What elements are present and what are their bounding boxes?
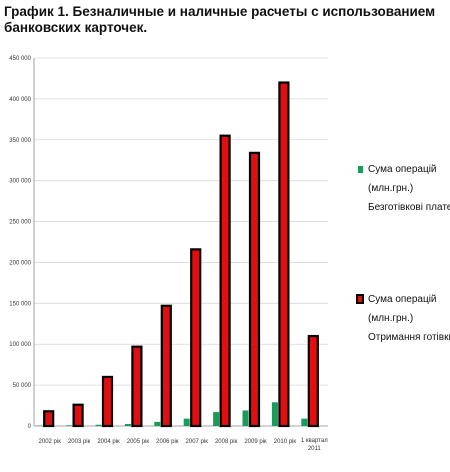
bar-cash-withdrawal — [131, 345, 143, 428]
x-tick-label: 2006 рік — [156, 439, 179, 445]
x-tick-label: 2007 рік — [186, 439, 209, 445]
bar-cashless-payments — [66, 425, 73, 426]
legend-cash: Сума операцій (млн.грн.) Отримання готівки — [356, 294, 450, 343]
x-tick-label: 2009 рік — [244, 439, 267, 445]
x-tick-label: 2002 рік — [39, 439, 62, 445]
bar-cash-withdrawal — [72, 403, 84, 428]
bar-cashless-payments — [301, 418, 308, 426]
legend-label: Сума операцій — [368, 294, 437, 305]
bar-cash-withdrawal — [190, 248, 202, 428]
y-tick-label: 0 — [28, 424, 32, 430]
bar-cashless-payments — [242, 410, 249, 426]
y-tick-label: 300 000 — [9, 179, 31, 185]
bar-cashless-payments — [271, 402, 278, 426]
bar-cash-withdrawal — [219, 134, 231, 428]
y-tick-labels: 0 50 000 100 000 150 000 200 000 250 000 300 0… — [9, 56, 31, 430]
bar-cash-withdrawal — [43, 410, 55, 428]
legend-label: Сума операцій — [368, 164, 437, 175]
y-tick-label: 250 000 — [9, 220, 31, 226]
bar-cashless-payments — [213, 412, 220, 426]
y-tick-label: 400 000 — [9, 97, 31, 103]
x-tick-labels: 2002 рік 2003 рік 2004 рік 2005 рік 2006 рік… — [39, 438, 329, 452]
legend-label: (млн.грн.) — [368, 313, 413, 324]
bars — [36, 81, 319, 428]
legend-cashless: Сума операцій (млн.грн.) Безготівкові плат… — [358, 164, 450, 213]
bar-cash-withdrawal — [160, 304, 172, 428]
y-tick-label: 100 000 — [9, 342, 31, 348]
bar-cashless-payments — [183, 418, 190, 426]
x-tick-label: 2008 рік — [215, 439, 238, 445]
bar-cashless-payments — [124, 423, 131, 426]
bar-cash-withdrawal — [101, 375, 114, 428]
bar-cash-withdrawal — [278, 81, 290, 428]
legend-label: Безготівкові платежі — [368, 202, 450, 213]
y-tick-label: 450 000 — [9, 56, 31, 62]
y-tick-label: 50 000 — [13, 383, 32, 389]
legend-label: Отримання готівки — [368, 332, 450, 343]
x-tick-label: 2010 рік — [274, 439, 297, 445]
chart-title: График 1. Безналичные и наличные расчеты… — [4, 4, 436, 35]
legend: Сума операцій (млн.грн.) Безготівкові плат… — [356, 164, 450, 343]
x-tick-label: 2011 — [308, 446, 322, 452]
x-tick-label: 1 квартал — [301, 438, 328, 444]
x-tick-label: 2003 рік — [68, 439, 91, 445]
bar-cashless-payments — [154, 421, 161, 426]
bar-cashless-payments — [95, 424, 102, 426]
legend-swatch-red — [356, 294, 364, 304]
y-tick-label: 200 000 — [9, 260, 31, 266]
x-tick-label: 2004 рік — [97, 439, 120, 445]
y-tick-label: 150 000 — [9, 301, 31, 307]
bar-cash-withdrawal — [248, 151, 261, 428]
legend-label: (млн.грн.) — [368, 183, 413, 194]
bar-cash-withdrawal — [307, 334, 319, 428]
y-tick-label: 350 000 — [9, 138, 31, 144]
x-tick-label: 2005 рік — [127, 439, 150, 445]
legend-swatch-green — [358, 166, 363, 173]
